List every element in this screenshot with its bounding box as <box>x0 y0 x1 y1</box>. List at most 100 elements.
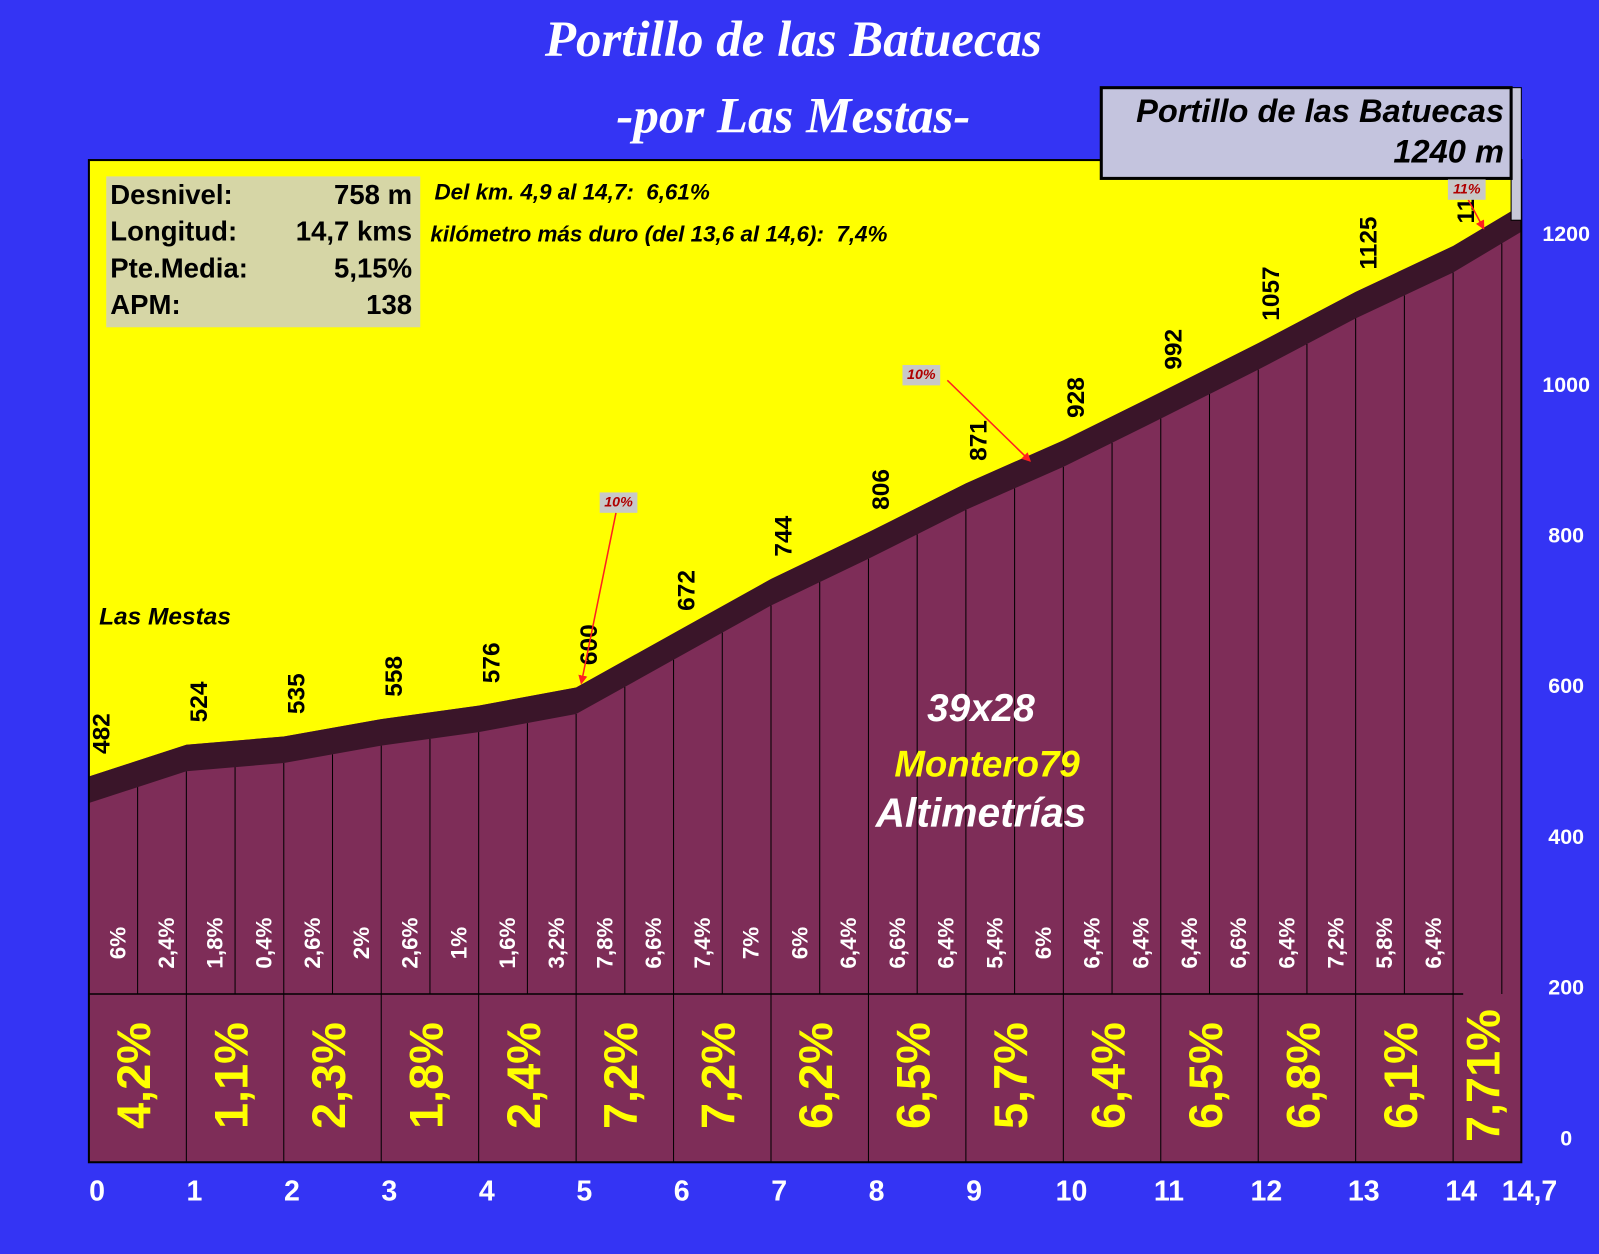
stat-value: 14,7 kms <box>296 216 412 247</box>
stat-value: 758 m <box>334 179 412 210</box>
x-tick-label: 8 <box>869 1175 885 1207</box>
half-km-gradient: 7,8% <box>593 917 618 968</box>
half-km-gradient: 6% <box>787 927 812 959</box>
credit: 39x28 <box>927 687 1035 730</box>
y-tick-label: 400 <box>1548 825 1584 849</box>
summit-name: Portillo de las Batuecas <box>1136 92 1504 129</box>
half-km-gradient: 6,4% <box>836 917 861 968</box>
half-km-gradient: 6,4% <box>1177 917 1202 968</box>
marker-arrow <box>578 512 617 685</box>
half-km-gradient: 2,4% <box>154 917 179 968</box>
half-km-gradient: 2,6% <box>398 917 423 968</box>
km-gradient: 6,8% <box>1277 1022 1329 1129</box>
x-tick-label: 13 <box>1348 1175 1380 1207</box>
km-gradient: 1,1% <box>205 1022 257 1129</box>
half-km-gradient: 6% <box>105 927 130 959</box>
km-gradient: 7,2% <box>595 1022 647 1129</box>
x-tick-label: 5 <box>576 1175 592 1207</box>
marker-label: 10% <box>907 367 936 383</box>
x-tick-label: 3 <box>381 1175 397 1207</box>
half-km-gradient: 2% <box>349 927 374 959</box>
marker-box <box>902 364 941 386</box>
y-tick-label: 0 <box>1560 1126 1572 1150</box>
km-gradient: 6,1% <box>1375 1022 1427 1129</box>
km-gradient: 6,5% <box>888 1022 940 1129</box>
elevation-label: 806 <box>868 469 895 510</box>
x-tick-label: 0 <box>89 1175 105 1207</box>
half-km-gradient: 6,6% <box>641 917 666 968</box>
note: Del km. 4,9 al 14,7: 6,61% <box>435 180 710 205</box>
half-km-gradient: 6,6% <box>1226 917 1251 968</box>
elevation-label: 744 <box>771 515 798 556</box>
km-gradient: 7,2% <box>693 1022 745 1129</box>
profile-edge <box>88 205 1522 803</box>
note: kilómetro más duro (del 13,6 al 14,6): 7… <box>430 221 887 246</box>
marker-arrow <box>946 379 1032 462</box>
stats-box <box>106 176 421 328</box>
half-km-gradient: 6,4% <box>1421 917 1446 968</box>
half-km-gradient: 6,6% <box>885 917 910 968</box>
stat-label: Pte.Media: <box>110 252 248 283</box>
km-gradient: 2,3% <box>303 1022 355 1129</box>
chart-title: Portillo de las Batuecas <box>544 12 1042 68</box>
credit: Altimetrías <box>875 789 1087 835</box>
x-tick-label: 14 <box>1445 1175 1477 1207</box>
km-gradient: 4,2% <box>108 1022 160 1129</box>
half-km-gradient: 6% <box>1031 927 1056 959</box>
half-km-gradient: 1,8% <box>203 917 228 968</box>
marker-box <box>599 492 638 513</box>
elevation-label: 535 <box>284 673 311 714</box>
credit: Montero79 <box>894 743 1080 784</box>
elevation-label: 1125 <box>1355 216 1382 269</box>
x-tick-label: 4 <box>479 1175 495 1207</box>
elevation-label: 482 <box>89 713 116 754</box>
half-km-gradient: 1% <box>446 927 471 959</box>
km-gradient: 6,4% <box>1082 1022 1134 1129</box>
x-tick-label: 2 <box>284 1175 300 1207</box>
marker-arrow <box>1467 199 1485 230</box>
half-km-gradient: 6,4% <box>1275 917 1300 968</box>
x-tick-label: 7 <box>771 1175 787 1207</box>
half-km-gradient: 1,6% <box>495 917 520 968</box>
y-tick-label: 600 <box>1548 674 1584 698</box>
plot-frame <box>87 159 1523 1164</box>
y-tick-label: 1000 <box>1542 373 1590 397</box>
half-km-gradient: 7,2% <box>1323 917 1348 968</box>
km-gradient: 1,8% <box>400 1022 452 1129</box>
summit-box <box>1099 86 1513 180</box>
half-km-gradient: 5,4% <box>982 917 1007 968</box>
stat-value: 5,15% <box>334 252 412 283</box>
stat-label: APM: <box>110 289 180 320</box>
km-gradient: 6,2% <box>790 1022 842 1129</box>
elevation-label: 576 <box>478 642 505 683</box>
x-tick-label: 9 <box>966 1175 982 1207</box>
x-tick-label: 14,7 <box>1502 1175 1558 1207</box>
x-tick-label: 12 <box>1250 1175 1282 1207</box>
km-gradient: 5,7% <box>985 1022 1037 1129</box>
stat-label: Longitud: <box>110 216 237 247</box>
stat-label: Desnivel: <box>110 179 232 210</box>
elevation-label: 672 <box>673 570 700 611</box>
x-tick-label: 11 <box>1154 1175 1184 1207</box>
y-tick-label: 1200 <box>1542 222 1590 246</box>
half-km-gradient: 5,8% <box>1372 917 1397 968</box>
elevation-label: 558 <box>381 656 408 697</box>
marker-label: 10% <box>604 494 633 510</box>
x-tick-label: 1 <box>187 1175 203 1207</box>
summit-altitude: 1240 m <box>1393 133 1504 170</box>
elevation-label: 524 <box>186 681 213 722</box>
km-gradient: 7,71% <box>1458 1009 1510 1142</box>
elevation-label: 1057 <box>1258 266 1285 320</box>
half-km-gradient: 3,2% <box>544 917 569 968</box>
x-tick-label: 10 <box>1056 1175 1088 1207</box>
km-gradient: 2,4% <box>498 1022 550 1129</box>
half-km-gradient: 6,4% <box>1080 917 1105 968</box>
half-km-gradient: 2,6% <box>300 917 325 968</box>
half-km-gradient: 7,4% <box>690 917 715 968</box>
marker-box <box>1447 179 1486 200</box>
y-tick-label: 200 <box>1548 976 1584 1000</box>
half-km-gradient: 6,4% <box>1128 917 1153 968</box>
half-km-gradient: 7% <box>739 927 764 959</box>
start-label: Las Mestas <box>99 603 231 630</box>
